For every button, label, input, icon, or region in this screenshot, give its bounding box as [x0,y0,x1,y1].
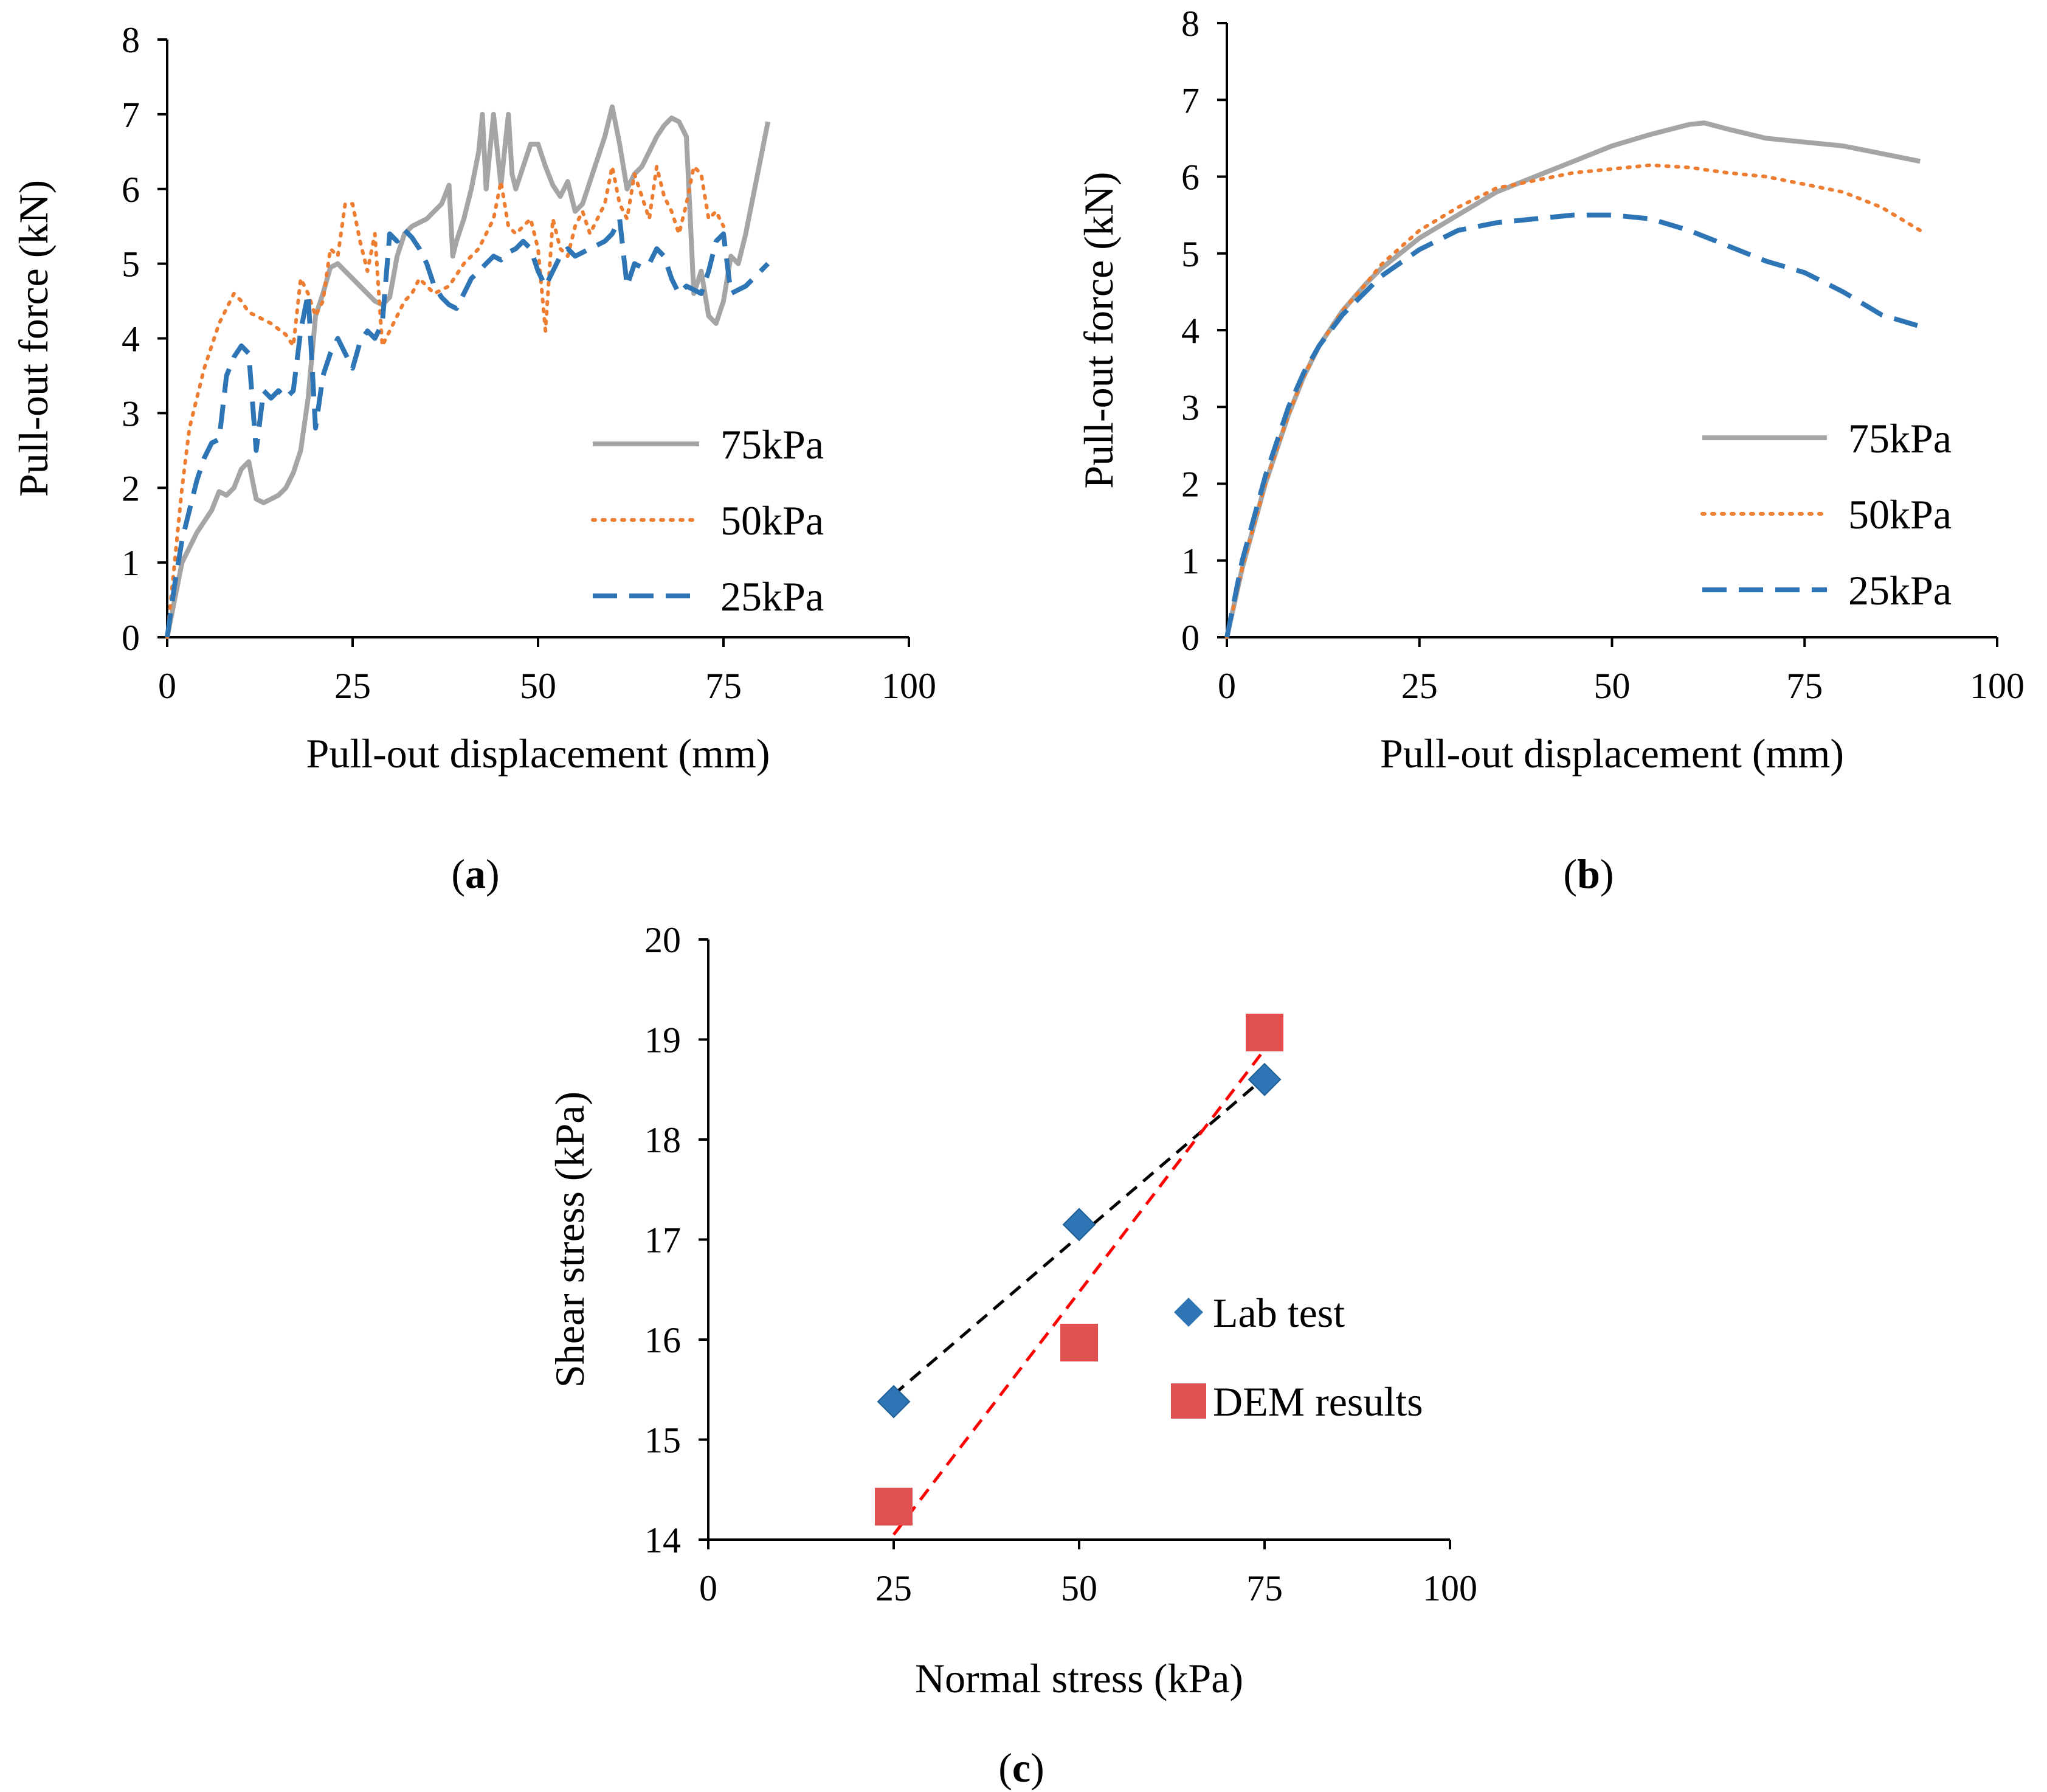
x-tick-label: 50 [1594,666,1631,706]
x-tick-label: 0 [158,666,176,706]
y-tick-label: 2 [122,468,140,508]
data-point-diamond [877,1385,911,1419]
chart-panel-c: 0 25 50 75 100 14 15 16 17 18 19 20 Normal stress (k… [547,920,1477,1791]
legend-marker-DEM results [1171,1383,1206,1419]
x-tick-label: 75 [1246,1568,1283,1608]
legend-label-25kPa: 25kPa [720,573,824,620]
data-point-square [875,1487,913,1526]
y-tick-label: 15 [644,1420,681,1461]
x-axis-title: Pull-out displacement (mm) [1380,730,1844,777]
chart-panel-b: 0 25 50 75 100 0 1 2 3 4 5 6 7 8 Pull-out displacement… [1075,4,2025,897]
y-tick-label: 18 [644,1120,681,1160]
x-axis-title: Normal stress (kPa) [915,1655,1243,1701]
x-tick-label: 25 [1401,666,1438,706]
panel-label-close: ) [1600,851,1614,897]
data-point-square [1246,1013,1283,1051]
series-line-25kPa [1224,212,1921,638]
legend-label-50kPa: 50kPa [720,497,824,544]
trendline-DEM results [892,1048,1266,1536]
y-tick-label: 3 [1181,387,1200,427]
x-tick-label: 100 [882,666,936,706]
y-tick-label: 0 [122,618,140,658]
x-tick-label: 75 [705,666,742,706]
y-tick-label: 5 [1181,234,1200,274]
x-tick-label: 25 [875,1568,912,1608]
panel-label-open: ( [1563,851,1577,897]
series-line-25kPa [165,216,770,638]
x-tick-label: 100 [1423,1568,1477,1608]
y-tick-label: 2 [1181,465,1200,505]
series-line-75kPa [165,104,771,638]
y-axis-title: Pull-out force (kN) [1075,171,1122,488]
data-point-square [1060,1323,1098,1361]
x-tick-label: 50 [520,666,556,706]
x-tick-label: 25 [334,666,371,706]
y-tick-label: 7 [122,95,140,135]
chart-panel-a: 0 25 50 75 100 0 1 2 3 4 5 6 7 8 Pull-out displacement… [10,20,936,897]
y-tick-label: 5 [122,244,140,285]
x-tick-label: 0 [1218,666,1236,706]
y-tick-label: 19 [644,1020,681,1060]
y-tick-label: 0 [1181,618,1200,658]
y-tick-label: 17 [644,1220,681,1261]
x-tick-label: 50 [1061,1568,1097,1608]
y-tick-label: 7 [1181,80,1200,120]
panel-label-letter: b [1577,851,1600,897]
y-tick-label: 3 [122,393,140,434]
panel-label-letter: c [1012,1745,1030,1791]
legend-marker-Lab test [1174,1298,1203,1327]
legend-label-50kPa: 50kPa [1848,491,1952,538]
legend-label-Lab test: Lab test [1213,1290,1345,1336]
y-tick-label: 6 [1181,157,1200,198]
panel-label-close: ) [486,851,500,897]
x-tick-label: 100 [1970,666,2025,706]
y-tick-label: 6 [122,170,140,210]
data-point-diamond [1248,1062,1282,1096]
x-tick-label: 0 [699,1568,717,1608]
legend-label-25kPa: 25kPa [1848,567,1952,614]
y-tick-label: 1 [1181,541,1200,581]
panel-label-close: ) [1030,1745,1044,1791]
x-axis-title: Pull-out displacement (mm) [306,730,770,777]
y-tick-label: 14 [644,1520,681,1560]
y-axis-title: Pull-out force (kN) [10,180,57,497]
panel-label-letter: a [465,851,486,897]
series-line-50kPa [165,164,725,639]
panel-label: (b) [1563,851,1614,897]
x-tick-label: 75 [1786,666,1823,706]
legend-label-75kPa: 75kPa [1848,415,1952,462]
panel-label: (a) [451,851,499,897]
data-point-diamond [1062,1208,1096,1242]
y-tick-label: 1 [122,543,140,583]
y-tick-label: 20 [644,920,681,960]
y-tick-label: 8 [1181,4,1200,44]
y-tick-label: 8 [122,20,140,60]
legend-label-DEM results: DEM results [1213,1379,1423,1425]
panel-label-open: ( [451,851,465,897]
y-tick-label: 4 [122,319,140,359]
panel-label-open: ( [998,1745,1012,1791]
panel-label: (c) [998,1745,1044,1791]
series-line-50kPa [1225,163,1922,639]
legend-label-75kPa: 75kPa [720,421,824,468]
series-line-75kPa [1224,120,1921,638]
y-axis-title: Shear stress (kPa) [547,1091,593,1388]
y-tick-label: 4 [1181,311,1200,351]
y-tick-label: 16 [644,1320,681,1360]
